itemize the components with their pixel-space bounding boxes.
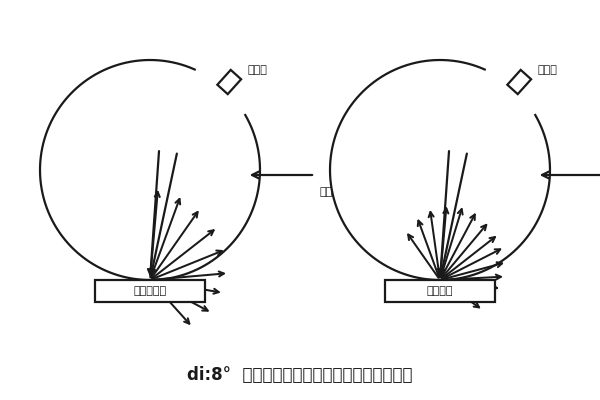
Text: di:8°  几何条件下测量高光泽表面和粗糙表面: di:8° 几何条件下测量高光泽表面和粗糙表面 xyxy=(187,366,413,384)
Bar xyxy=(217,70,241,94)
Text: 传感器: 传感器 xyxy=(537,65,557,75)
Text: 光源: 光源 xyxy=(320,187,333,197)
Bar xyxy=(508,70,531,94)
Bar xyxy=(95,280,205,302)
Text: 传感器: 传感器 xyxy=(247,65,267,75)
Text: 粗糙表面: 粗糙表面 xyxy=(427,286,453,296)
Text: 高光泽表面: 高光泽表面 xyxy=(133,286,167,296)
Bar xyxy=(385,280,495,302)
